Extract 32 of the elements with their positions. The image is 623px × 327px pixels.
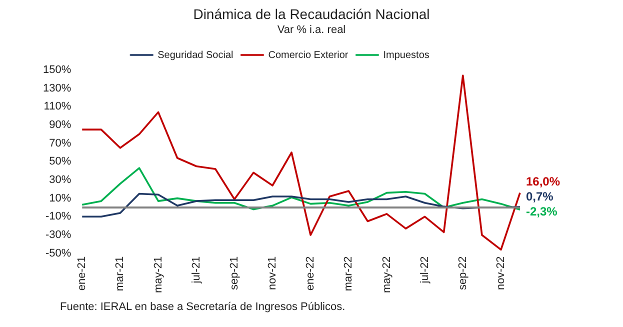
- source-note: Fuente: IERAL en base a Secretaría de Ingresos Públicos.: [60, 301, 346, 313]
- data-label: -2,3%: [526, 204, 558, 219]
- x-tick-label: sep-21: [228, 256, 240, 290]
- x-tick-label: sep-22: [456, 256, 469, 290]
- y-tick-label: 50%: [49, 156, 72, 168]
- y-tick-label: 110%: [44, 100, 72, 113]
- x-tick-label: nov-21: [266, 256, 279, 290]
- x-tick-label: ene-21: [76, 256, 88, 291]
- x-tick-label: jul-21: [190, 256, 202, 284]
- data-label: 16,0%: [526, 174, 560, 189]
- chart-title: Dinámica de la Recaudación Nacional: [192, 6, 431, 22]
- y-tick-label: 30%: [49, 174, 72, 186]
- legend-label: Impuestos: [383, 50, 430, 61]
- y-tick-label: 150%: [42, 64, 72, 76]
- x-tick-label: mar-21: [114, 256, 126, 292]
- y-tick-label: -30%: [45, 229, 72, 242]
- y-tick-label: 10%: [49, 192, 72, 204]
- y-tick-label: 70%: [49, 137, 72, 150]
- legend-label: Seguridad Social: [158, 50, 234, 61]
- x-tick-label: jul-22: [418, 256, 431, 284]
- y-tick-label: -10%: [45, 210, 72, 223]
- y-tick-label: 90%: [49, 119, 72, 132]
- legend-label: Comercio Exterior: [268, 50, 349, 61]
- data-label: 0,7%: [526, 190, 554, 204]
- x-tick-label: mar-22: [342, 256, 355, 292]
- y-tick-label: 130%: [42, 82, 72, 94]
- y-tick-label: -50%: [45, 247, 72, 260]
- x-tick-label: may-22: [380, 256, 393, 294]
- x-tick-label: ene-22: [304, 256, 317, 291]
- x-tick-label: may-21: [152, 256, 164, 294]
- chart-subtitle: Var % i.a. real: [276, 24, 347, 36]
- x-tick-label: nov-22: [494, 256, 507, 290]
